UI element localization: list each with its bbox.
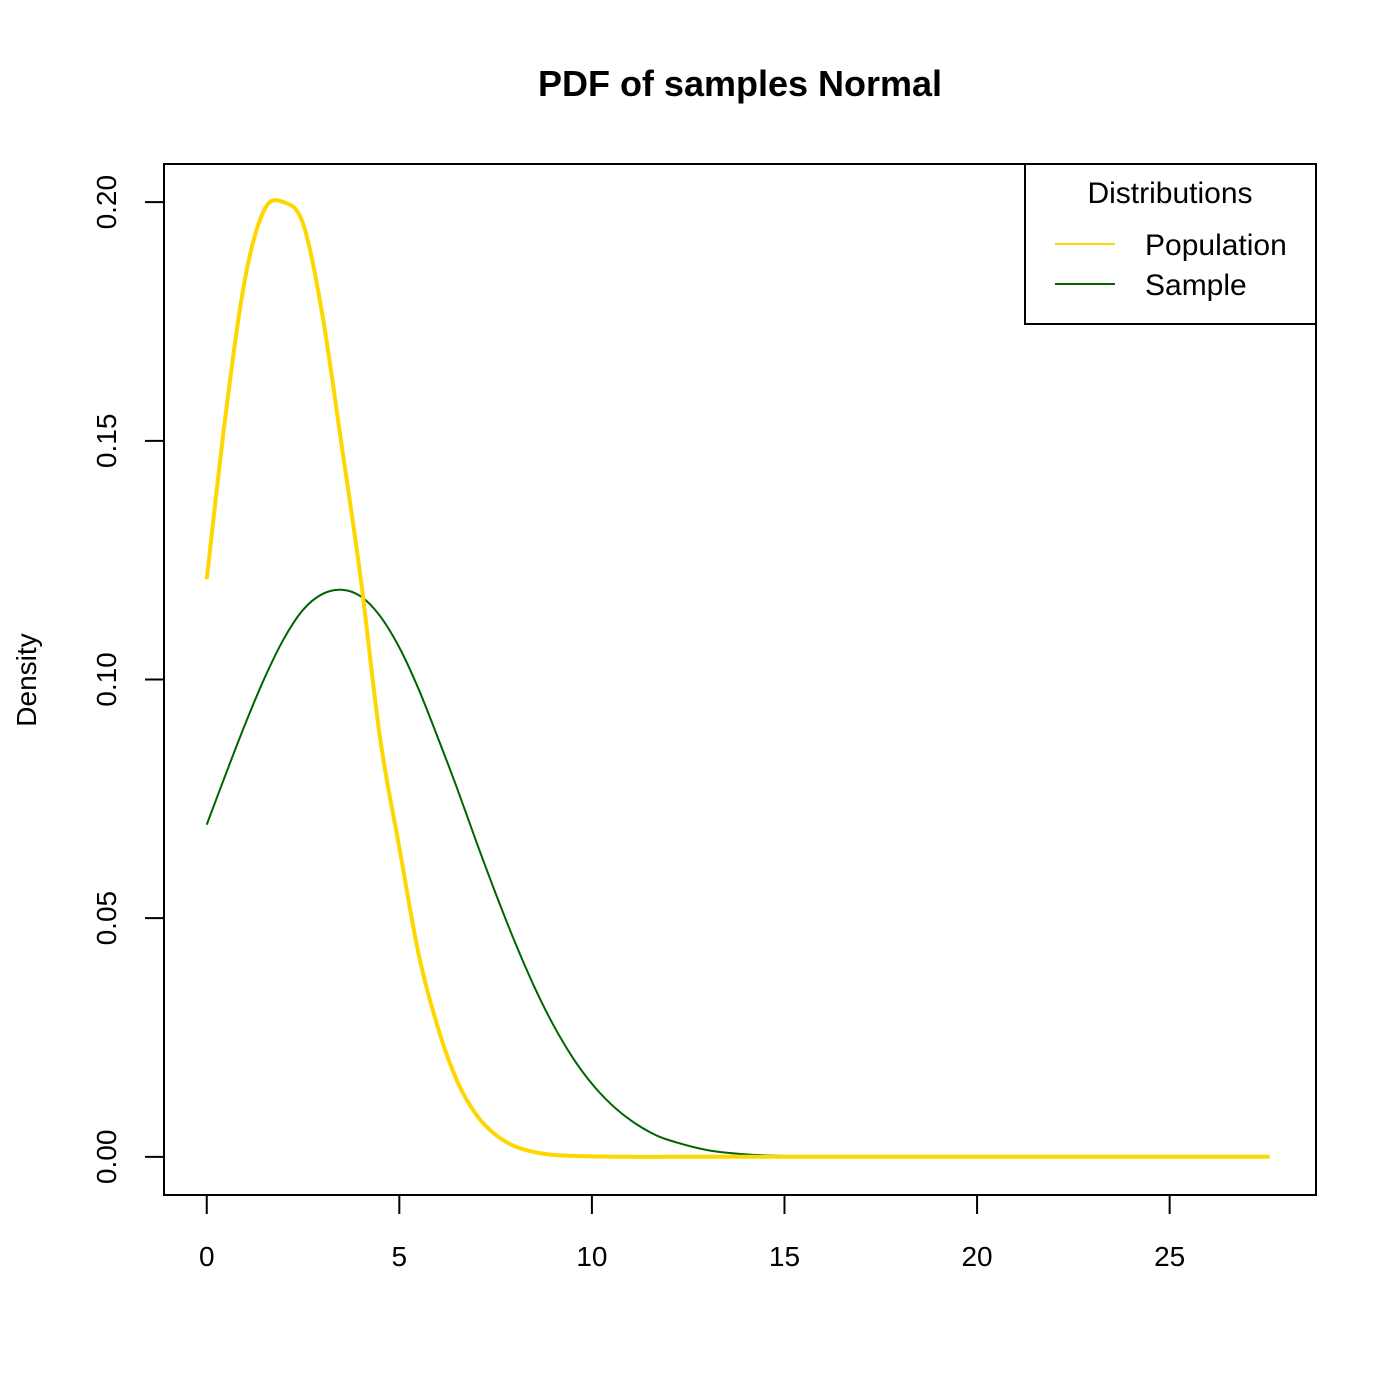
x-axis: 0 5 10 15 20 25 <box>199 1194 1185 1272</box>
x-tick-label: 15 <box>769 1241 800 1272</box>
x-tick-label: 5 <box>392 1241 408 1272</box>
y-tick-label: 0.00 <box>91 1130 122 1185</box>
series-line-sample <box>205 588 1124 1158</box>
series-layer <box>204 198 1270 1159</box>
y-tick-label: 0.20 <box>91 175 122 230</box>
x-tick-label: 10 <box>576 1241 607 1272</box>
legend-label-population: Population <box>1145 229 1287 262</box>
y-tick-label: 0.15 <box>91 414 122 469</box>
legend-label-sample: Sample <box>1145 269 1247 302</box>
legend: Distributions Population Sample <box>1024 163 1317 325</box>
legend-title: Distributions <box>1087 177 1252 210</box>
x-tick-label: 20 <box>961 1241 992 1272</box>
y-axis: 0.00 0.05 0.10 0.15 0.20 <box>91 175 165 1185</box>
x-tick-label: 25 <box>1154 1241 1185 1272</box>
y-axis-label: Density <box>11 633 42 726</box>
x-tick-label: 0 <box>199 1241 215 1272</box>
series-line-population <box>204 198 1270 1159</box>
y-tick-label: 0.05 <box>91 891 122 946</box>
chart-title: PDF of samples Normal <box>538 63 942 104</box>
y-tick-label: 0.10 <box>91 652 122 707</box>
